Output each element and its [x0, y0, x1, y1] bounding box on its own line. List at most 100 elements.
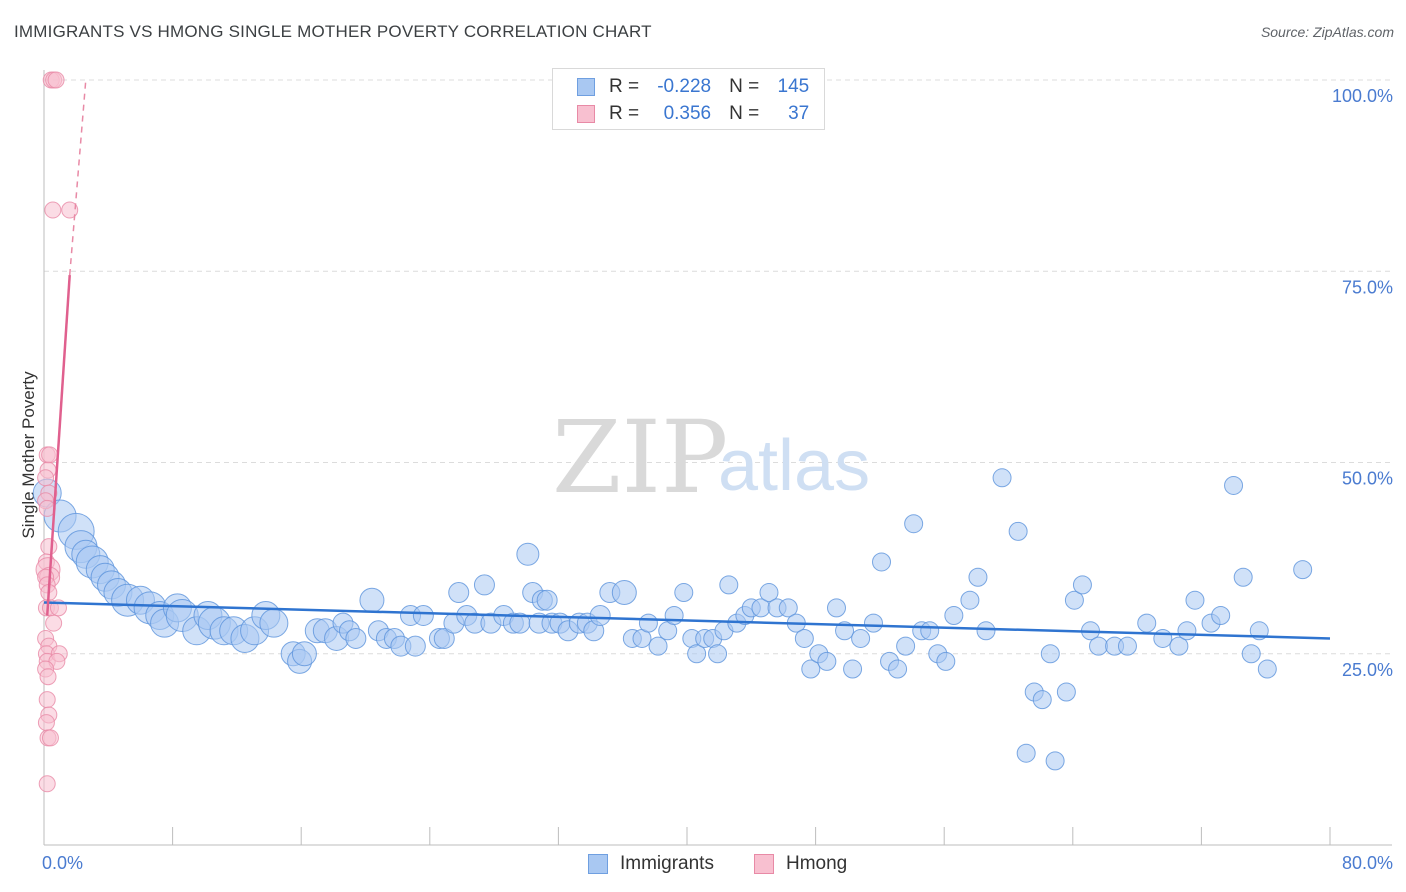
immigrants-point-130 — [1185, 590, 1205, 610]
immigrants-point-128 — [1169, 636, 1189, 656]
immigrants-point-120 — [1064, 590, 1084, 610]
immigrants-point-113 — [1008, 521, 1028, 541]
hmong-point-36 — [38, 775, 56, 793]
immigrants-point-28 — [291, 641, 317, 667]
chart-title: IMMIGRANTS VS HMONG SINGLE MOTHER POVERT… — [14, 22, 652, 41]
hmong-r-value: 0.356 — [663, 103, 712, 124]
immigrants-point-119 — [1056, 682, 1076, 702]
immigrants-point-110 — [968, 567, 988, 587]
immigrants-point-73 — [664, 606, 684, 625]
hmong-r-label: R = — [609, 103, 640, 124]
x-tick-labels: 0.0% 80.0% — [42, 853, 1393, 873]
hmong-trend-extension — [68, 79, 87, 276]
immigrants-point-41 — [404, 635, 426, 657]
immigrants-point-74 — [674, 583, 694, 603]
gridlines — [44, 79, 1392, 655]
immigrants-swatch — [577, 78, 595, 96]
hmong-point-35 — [41, 729, 59, 747]
immigrants-point-46 — [448, 582, 470, 604]
immigrants-point-116 — [1032, 690, 1052, 710]
source-label: Source: ZipAtlas.com — [1260, 24, 1394, 40]
hmong-n-value: 37 — [788, 103, 810, 124]
hmong-point-2 — [47, 71, 65, 89]
immigrants-point-132 — [1211, 606, 1231, 625]
hmong-point-12 — [40, 538, 58, 556]
legend-row-immigrants: R = -0.228 N = 145 — [577, 74, 809, 100]
immigrants-point-67 — [611, 580, 637, 606]
hmong-point-3 — [44, 201, 62, 219]
immigrants-point-58 — [536, 589, 558, 611]
immigrants-point-129 — [1177, 621, 1197, 641]
y-tick-label-2: 75.0% — [1342, 277, 1393, 297]
immigrants-point-93 — [817, 651, 837, 671]
immigrants-point-54 — [516, 542, 540, 566]
hmong-point-30 — [39, 668, 57, 686]
hmong-n-label: N = — [729, 103, 760, 124]
bottom-legend-hmong: Hmong — [754, 852, 847, 876]
immigrants-point-125 — [1117, 636, 1137, 656]
immigrants-point-91 — [801, 659, 821, 679]
immigrants-point-137 — [1257, 659, 1277, 679]
y-axis-title: Single Mother Poverty — [19, 371, 38, 539]
immigrants-point-76 — [687, 644, 707, 664]
immigrants-point-70 — [638, 613, 658, 633]
immigrants-point-97 — [851, 628, 871, 648]
y-tick-label-1: 50.0% — [1342, 469, 1393, 489]
immigrants-point-88 — [778, 598, 798, 618]
trend-layer — [43, 79, 1331, 640]
immigrants-point-99 — [872, 552, 892, 572]
bottom-hmong-swatch — [754, 854, 774, 874]
immigrants-point-117 — [1040, 644, 1060, 664]
immigrants-point-42 — [412, 605, 434, 626]
legend-row-hmong: R = 0.356 N = 37 — [577, 101, 809, 127]
immigrants-point-79 — [708, 644, 728, 664]
y-tick-label-0: 25.0% — [1342, 660, 1393, 680]
immigrants-point-133 — [1224, 475, 1244, 495]
hmong-point-4 — [61, 201, 79, 219]
immigrants-point-138 — [1293, 560, 1313, 580]
immigrants-point-96 — [843, 659, 863, 679]
immigrants-point-108 — [944, 606, 964, 625]
immigrants-point-34 — [345, 627, 367, 649]
watermark-atlas: atlas — [718, 426, 870, 506]
immigrants-point-134 — [1233, 567, 1253, 587]
immigrants-point-81 — [719, 575, 739, 595]
hmong-trend-line — [45, 274, 71, 616]
y-tick-labels: 25.0% 50.0% 75.0% 100.0% — [1332, 86, 1393, 680]
bottom-legend-immigrants: Immigrants — [588, 852, 714, 876]
immigrants-point-65 — [589, 605, 611, 626]
bottom-immigrants-label: Immigrants — [620, 853, 714, 874]
immigrants-point-107 — [936, 651, 956, 671]
x-tick-label-0: 0.0% — [42, 853, 83, 873]
immigrants-point-90 — [794, 628, 814, 648]
immigrants-point-94 — [826, 598, 846, 618]
hmong-swatch — [577, 105, 595, 123]
immigrants-point-98 — [863, 613, 883, 633]
hmong-point-33 — [37, 714, 55, 732]
immigrants-point-118 — [1045, 751, 1065, 771]
immigrants-point-44 — [433, 627, 455, 649]
immigrants-n-label: N = — [729, 76, 760, 97]
series-layer — [32, 71, 1313, 793]
immigrants-point-105 — [920, 621, 940, 641]
bottom-immigrants-swatch — [588, 854, 608, 874]
x-tick-label-1: 80.0% — [1342, 853, 1393, 873]
immigrants-point-101 — [888, 659, 908, 679]
immigrants-point-121 — [1072, 575, 1092, 595]
immigrants-point-103 — [904, 514, 924, 534]
immigrants-trend-line — [43, 601, 1331, 640]
hmong-point-22 — [45, 614, 63, 632]
watermark-zip: ZIP — [552, 399, 728, 516]
hmong-point-31 — [38, 691, 56, 709]
immigrants-point-71 — [648, 636, 668, 656]
y-tick-label-3: 100.0% — [1332, 86, 1393, 106]
immigrants-point-123 — [1089, 636, 1109, 656]
series-hmong — [35, 71, 79, 793]
hmong-point-6 — [41, 446, 59, 464]
immigrants-point-35 — [359, 587, 385, 613]
immigrants-r-value: -0.228 — [657, 76, 712, 97]
immigrants-point-86 — [759, 583, 779, 603]
immigrants-point-114 — [1016, 743, 1036, 763]
hmong-point-8 — [37, 469, 55, 487]
